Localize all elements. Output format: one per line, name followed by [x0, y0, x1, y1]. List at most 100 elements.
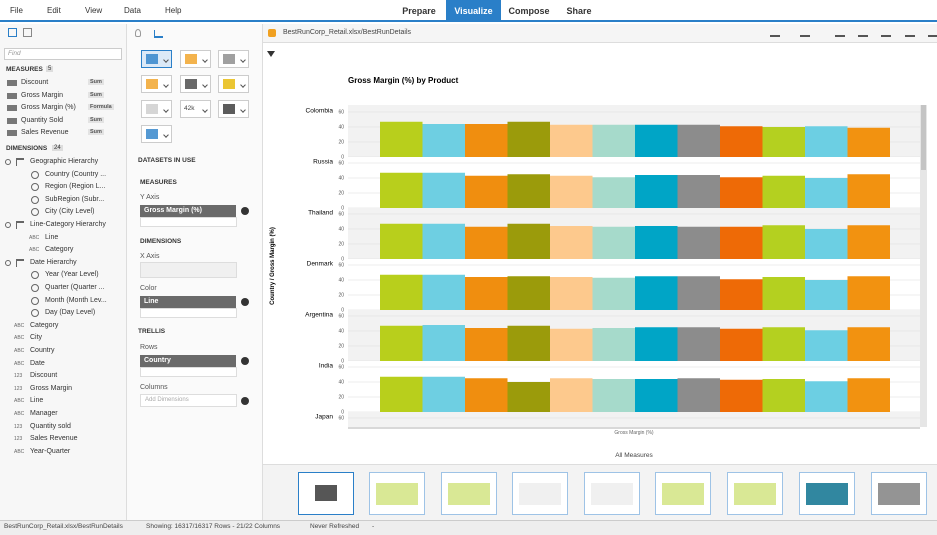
tab[interactable]: Compose — [508, 6, 550, 16]
thumbnail[interactable] — [512, 472, 568, 515]
measure[interactable]: Quantity Sold — [21, 116, 64, 124]
toolbar-button[interactable] — [858, 28, 868, 37]
field-chip[interactable]: Country — [140, 355, 236, 367]
tab[interactable]: Visualize — [446, 0, 501, 22]
tab[interactable]: Share — [566, 6, 592, 16]
aggregation: Sum — [88, 116, 104, 123]
builder-label: X Axis — [140, 253, 160, 260]
chart-type-button[interactable] — [218, 50, 249, 68]
drop-zone — [140, 217, 237, 227]
dimension[interactable]: Month (Month Lev... — [45, 296, 107, 304]
bar — [677, 327, 720, 361]
dimension[interactable]: Country — [30, 347, 55, 354]
menu-item[interactable]: Help — [165, 6, 182, 15]
add-button[interactable] — [241, 397, 249, 405]
chart-type-icon — [185, 54, 197, 64]
chart-type-button[interactable] — [141, 125, 172, 143]
thumbnail[interactable] — [369, 472, 425, 515]
chart-type-button[interactable] — [141, 100, 172, 118]
thumbnail[interactable] — [799, 472, 855, 515]
field-chip[interactable]: Gross Margin (%) — [140, 205, 236, 217]
toolbar-button[interactable] — [905, 28, 915, 37]
menu-item[interactable]: File — [10, 6, 23, 15]
thumbnail[interactable] — [298, 472, 354, 515]
dimension[interactable]: Region (Region L... — [45, 183, 106, 191]
icon[interactable] — [8, 28, 17, 37]
dimension[interactable]: Category — [45, 246, 74, 254]
dimension[interactable]: Quantity sold — [30, 422, 71, 430]
dimension[interactable]: Manager — [30, 410, 58, 417]
add-button[interactable] — [241, 298, 249, 306]
drop-zone[interactable]: Add Dimensions — [140, 394, 237, 407]
chart-type-icon-label: 42k — [184, 105, 195, 112]
dimension[interactable]: Line — [45, 233, 59, 241]
bar — [380, 223, 423, 259]
dimension[interactable]: Quarter (Quarter ... — [45, 284, 105, 291]
dimension[interactable]: Line — [30, 397, 44, 405]
icon[interactable] — [23, 28, 32, 37]
icon[interactable] — [154, 30, 163, 38]
measure[interactable]: Discount — [21, 79, 49, 86]
icon[interactable] — [135, 29, 141, 37]
chart-type-button[interactable] — [218, 75, 249, 93]
bar — [847, 327, 890, 361]
measure[interactable]: Gross Margin — [21, 91, 64, 99]
dimension[interactable]: Sales Revenue — [30, 435, 78, 443]
chart-type-button[interactable] — [141, 50, 172, 68]
builder-label: Columns — [140, 384, 168, 391]
toolbar-button[interactable] — [881, 28, 891, 37]
add-button[interactable] — [241, 207, 249, 215]
toolbar-button[interactable] — [800, 28, 810, 37]
toolbar-button[interactable] — [835, 28, 845, 37]
chart-type-button[interactable] — [180, 75, 211, 93]
chart-type-button[interactable] — [141, 75, 172, 93]
chart-type-button[interactable] — [180, 100, 211, 118]
thumbnail[interactable] — [727, 472, 783, 515]
dimension[interactable]: Year (Year Level) — [45, 271, 99, 279]
field-chip[interactable]: Line — [140, 296, 236, 308]
dimension[interactable]: Line-Category Hierarchy — [30, 221, 106, 228]
dimension[interactable]: Category — [30, 321, 59, 329]
filter-icon[interactable] — [267, 51, 275, 57]
dimension[interactable]: Date Hierarchy — [30, 258, 77, 266]
tab[interactable]: Prepare — [402, 6, 436, 16]
dimension[interactable]: Gross Margin — [30, 384, 73, 392]
bar — [592, 226, 635, 259]
menu-item[interactable]: Data — [124, 6, 141, 15]
menu-item[interactable]: View — [85, 6, 103, 15]
measure[interactable]: Gross Margin (%) — [21, 104, 76, 111]
thumbnail[interactable] — [584, 472, 640, 515]
bar — [847, 127, 890, 157]
dimension[interactable]: City (City Level) — [45, 208, 95, 216]
builder-label: Rows — [140, 344, 158, 351]
measure[interactable]: Sales Revenue — [21, 129, 69, 136]
toolbar-button[interactable] — [770, 28, 780, 37]
chart-type-button[interactable] — [218, 100, 249, 118]
thumbnail[interactable] — [441, 472, 497, 515]
dimension[interactable]: Year-Quarter — [30, 447, 71, 455]
menu-item[interactable]: Edit — [47, 6, 61, 15]
dimension[interactable]: SubRegion (Subr... — [45, 195, 105, 203]
bar — [720, 226, 763, 259]
document-title[interactable]: BestRunCorp_Retail.xlsx/BestRunDetails — [283, 29, 411, 36]
dimension[interactable]: Day (Day Level) — [45, 309, 96, 317]
chart-type-icon — [223, 79, 235, 89]
dropdown-arrow — [202, 82, 208, 88]
dimension[interactable]: Discount — [30, 372, 58, 380]
y-tick-label: 20 — [338, 241, 344, 247]
add-button[interactable] — [241, 357, 249, 365]
thumbnail[interactable] — [871, 472, 927, 515]
chart-type-button[interactable] — [180, 50, 211, 68]
dimension[interactable]: Geographic Hierarchy — [30, 158, 99, 165]
doc-icon — [268, 29, 276, 37]
dimension[interactable]: Country (Country ... — [45, 170, 107, 178]
toolbar-button[interactable] — [928, 28, 937, 37]
search-box[interactable]: Find — [4, 48, 122, 60]
bar — [380, 274, 423, 310]
thumbnail[interactable] — [655, 472, 711, 515]
bar — [805, 433, 848, 463]
dimension[interactable]: Date — [30, 359, 45, 367]
thumbnail-preview — [376, 483, 418, 505]
y-tick-label: 20 — [338, 343, 344, 349]
dimension[interactable]: City — [30, 334, 43, 342]
